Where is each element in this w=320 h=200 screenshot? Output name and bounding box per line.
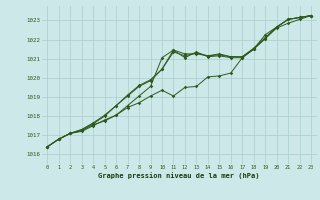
X-axis label: Graphe pression niveau de la mer (hPa): Graphe pression niveau de la mer (hPa): [99, 172, 260, 179]
